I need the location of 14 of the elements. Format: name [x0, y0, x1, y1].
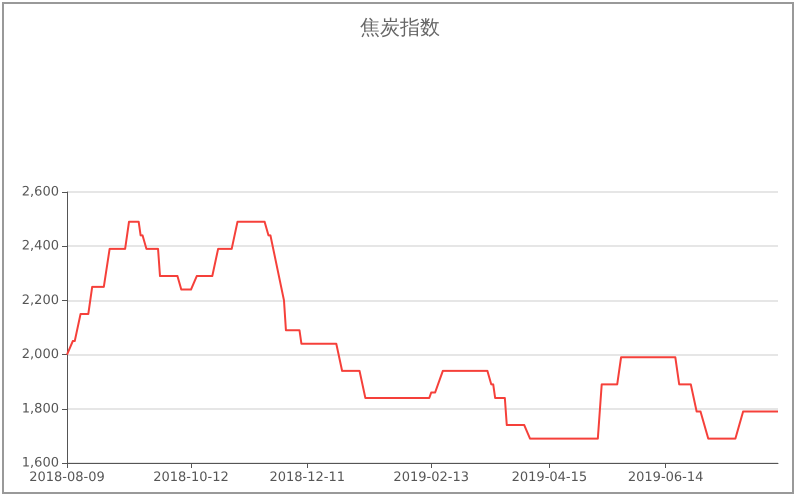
- y-tick-label: 1,800: [22, 401, 59, 416]
- x-tick-label: 2018-10-12: [153, 470, 229, 485]
- chart-title: 焦炭指数: [360, 15, 440, 39]
- x-tick-label: 2019-02-13: [393, 470, 469, 485]
- x-tick-label: 2019-06-14: [628, 470, 704, 485]
- y-tick-label: 1,600: [22, 456, 59, 470]
- line-series: [66, 220, 779, 440]
- x-tick-label: 2018-08-09: [29, 470, 105, 485]
- y-tick-label: 2,600: [22, 184, 59, 200]
- x-tick-label: 2018-12-11: [269, 470, 346, 485]
- y-tick-label: 2,000: [22, 347, 59, 362]
- y-tick-label: 2,400: [22, 238, 59, 254]
- x-tick-label: 2019-04-15: [512, 470, 588, 485]
- y-tick-label: 2,200: [22, 292, 59, 308]
